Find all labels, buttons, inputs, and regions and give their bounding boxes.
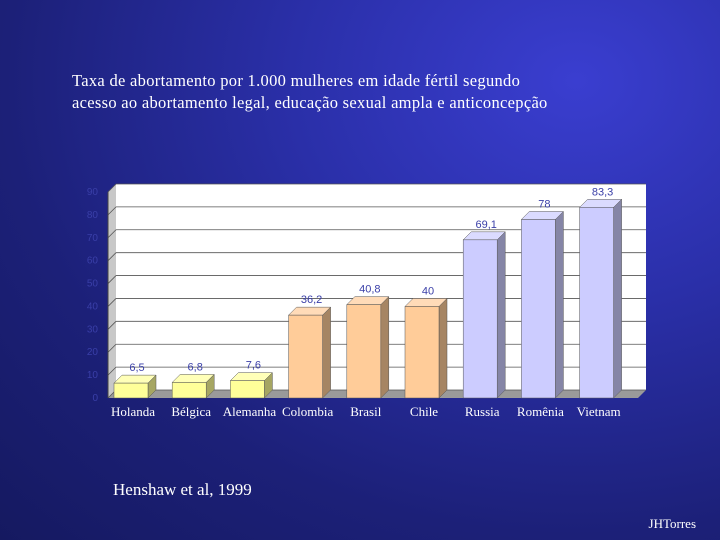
bar-side bbox=[496, 231, 506, 399]
gridline bbox=[107, 298, 117, 307]
data-label: 6,5 bbox=[129, 362, 144, 374]
bar bbox=[229, 372, 274, 399]
x-category-label: Bélgica bbox=[171, 404, 211, 419]
data-labels: 6,5 6,8 7,6 36,2 40,8 40 69,1 78 83,3 bbox=[129, 186, 613, 374]
gridline bbox=[107, 343, 117, 353]
bar bbox=[520, 210, 565, 399]
y-tick-label: 30 bbox=[87, 324, 99, 335]
y-tick-label: 50 bbox=[87, 279, 99, 290]
y-tick-label: 60 bbox=[87, 256, 99, 267]
x-category-label: Russia bbox=[465, 404, 500, 419]
bar bbox=[462, 231, 506, 399]
bar-front bbox=[288, 314, 323, 399]
bars bbox=[113, 198, 623, 399]
bar-front bbox=[346, 304, 382, 399]
gridline bbox=[107, 183, 117, 193]
gridline bbox=[107, 275, 117, 284]
y-tick-label: 20 bbox=[87, 347, 99, 358]
gridline bbox=[107, 366, 117, 376]
bar-front bbox=[579, 207, 614, 399]
bar-front bbox=[404, 306, 440, 399]
x-axis: Holanda Bélgica Alemanha Colombia Brasil Chil… bbox=[111, 404, 621, 419]
data-label: 83,3 bbox=[592, 186, 613, 198]
bar bbox=[171, 373, 215, 399]
data-label: 69,1 bbox=[475, 219, 496, 231]
x-category-label: Holanda bbox=[111, 404, 155, 419]
bar-side bbox=[555, 210, 564, 399]
data-label: 6,8 bbox=[188, 361, 203, 373]
chart-title-line-1: Taxa de abortamento por 1.000 mulheres e… bbox=[72, 71, 521, 90]
x-category-label: Colombia bbox=[282, 404, 334, 419]
chart-title-line-2: acesso ao abortamento legal, educação se… bbox=[72, 93, 548, 112]
bar-front bbox=[521, 219, 556, 399]
gridline bbox=[107, 206, 117, 216]
x-category-label: Alemanha bbox=[223, 404, 277, 419]
bar bbox=[113, 374, 157, 399]
x-category-label: Vietnam bbox=[577, 404, 621, 419]
bar-front bbox=[230, 380, 265, 399]
source-citation: Henshaw et al, 1999 bbox=[113, 480, 252, 499]
data-label: 7,6 bbox=[246, 360, 261, 372]
bar-side bbox=[613, 198, 622, 399]
x-category-label: Chile bbox=[410, 404, 438, 419]
y-tick-label: 10 bbox=[87, 370, 99, 381]
x-category-label: Romênia bbox=[517, 404, 564, 419]
gridline bbox=[107, 252, 117, 261]
author-credit: JHTorres bbox=[648, 516, 696, 531]
data-label: 40 bbox=[422, 285, 434, 297]
bar-front bbox=[171, 382, 207, 399]
bar-side bbox=[438, 297, 448, 399]
gridline bbox=[107, 229, 117, 239]
bar-front bbox=[462, 239, 498, 399]
bar bbox=[404, 297, 448, 399]
data-label: 78 bbox=[538, 198, 550, 210]
data-label: 36,2 bbox=[301, 294, 322, 306]
data-label: 40,8 bbox=[359, 284, 380, 296]
y-tick-label: 90 bbox=[87, 187, 99, 198]
y-tick-label: 70 bbox=[87, 233, 99, 244]
x-category-label: Brasil bbox=[350, 404, 381, 419]
chart-title: Taxa de abortamento por 1.000 mulheres e… bbox=[72, 70, 692, 114]
bar-side bbox=[322, 306, 331, 399]
plot-side-wall bbox=[108, 184, 116, 398]
bar-side bbox=[380, 296, 390, 399]
bar bbox=[346, 296, 390, 399]
bar bbox=[287, 306, 332, 399]
y-tick-label: 0 bbox=[92, 393, 98, 404]
gridline bbox=[107, 321, 117, 330]
y-tick-label: 80 bbox=[87, 210, 99, 221]
bar-front bbox=[113, 382, 149, 399]
bar bbox=[578, 198, 623, 399]
y-tick-label: 40 bbox=[87, 301, 99, 312]
